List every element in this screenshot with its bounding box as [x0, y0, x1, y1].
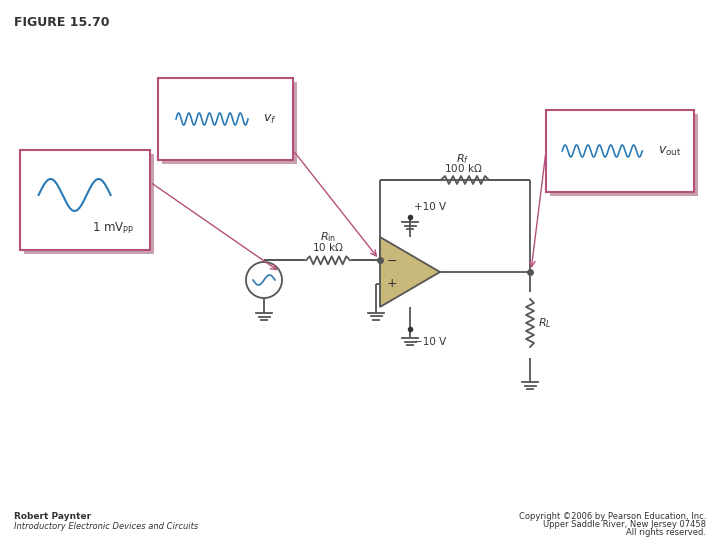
Bar [546, 110, 694, 192]
Text: Copyright ©2006 by Pearson Education, Inc.: Copyright ©2006 by Pearson Education, In… [518, 512, 706, 521]
Text: +10 V: +10 V [414, 202, 446, 212]
Text: $-$: $-$ [386, 254, 397, 267]
Text: $v_f$: $v_f$ [264, 112, 277, 126]
Text: 10 k$\Omega$: 10 k$\Omega$ [312, 241, 344, 253]
Text: 1 mV$_{\rm PP}$: 1 mV$_{\rm PP}$ [91, 220, 134, 235]
Text: Robert Paynter: Robert Paynter [14, 512, 91, 521]
Text: Introductory Electronic Devices and Circuits: Introductory Electronic Devices and Circ… [14, 522, 198, 531]
Bar [550, 114, 698, 196]
Text: $R_f$: $R_f$ [456, 152, 469, 166]
Bar [162, 82, 297, 164]
Text: $R_L$: $R_L$ [538, 316, 552, 330]
Bar [20, 150, 150, 250]
Text: 100 k$\Omega$: 100 k$\Omega$ [444, 162, 482, 174]
Bar [158, 78, 293, 160]
Text: $R_{\rm in}$: $R_{\rm in}$ [320, 231, 336, 244]
Text: −10 V: −10 V [414, 337, 446, 347]
Bar [24, 154, 154, 254]
Text: $+$: $+$ [386, 277, 397, 290]
Polygon shape [380, 237, 440, 307]
Text: FIGURE 15.70: FIGURE 15.70 [14, 16, 109, 29]
Text: Upper Saddle River, New Jersey 07458: Upper Saddle River, New Jersey 07458 [543, 520, 706, 529]
Text: $v_{\rm out}$: $v_{\rm out}$ [659, 144, 682, 158]
Text: All rights reserved.: All rights reserved. [626, 528, 706, 537]
